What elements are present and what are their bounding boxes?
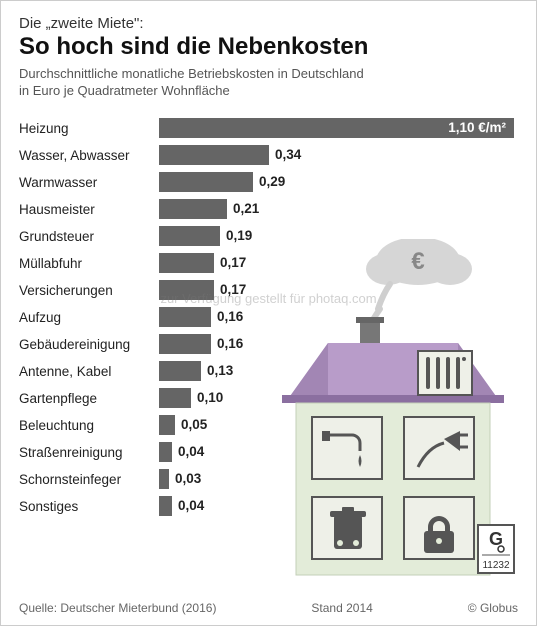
bar-track: 1,10 €/m² (159, 118, 518, 138)
infographic-frame: Die „zweite Miete": So hoch sind die Neb… (0, 0, 537, 626)
bar-track: 0,34 (159, 145, 518, 165)
bar (159, 280, 214, 300)
bar-value-label: 0,13 (207, 361, 233, 381)
bar-value-label: 0,04 (178, 496, 204, 516)
bar-row-label: Hausmeister (19, 202, 159, 217)
bar-row: Warmwasser 0,29 (19, 169, 518, 196)
bar-value-label: 0,10 (197, 388, 223, 408)
title: So hoch sind die Nebenkosten (19, 34, 518, 60)
pretitle: Die „zweite Miete": (19, 15, 518, 32)
bar-row: Grundsteuer 0,19 (19, 223, 518, 250)
bar (159, 172, 253, 192)
footer-asof: Stand 2014 (311, 601, 372, 615)
bar-track: 0,10 (159, 388, 518, 408)
bar-row-label: Wasser, Abwasser (19, 148, 159, 163)
bar-chart: Heizung 1,10 €/m² Wasser, Abwasser 0,34 Warm… (1, 105, 536, 520)
bar (159, 469, 169, 489)
bar-row: Beleuchtung 0,05 (19, 412, 518, 439)
bar-row-label: Aufzug (19, 310, 159, 325)
bar-value-label: 0,17 (220, 253, 246, 273)
bar-value-label: 0,03 (175, 469, 201, 489)
bar-row: Straßenreinigung 0,04 (19, 439, 518, 466)
bar-value-label: 0,05 (181, 415, 207, 435)
bar-row: Hausmeister 0,21 (19, 196, 518, 223)
footer-copyright: © Globus (468, 601, 518, 615)
bar-row-label: Beleuchtung (19, 418, 159, 433)
bar-value-label: 0,34 (275, 145, 301, 165)
bar (159, 253, 214, 273)
bar-value-label: 0,04 (178, 442, 204, 462)
bar-value-label: 0,17 (220, 280, 246, 300)
bar-row: Versicherungen 0,17 (19, 277, 518, 304)
bar: 1,10 €/m² (159, 118, 514, 138)
bar-row: Wasser, Abwasser 0,34 (19, 142, 518, 169)
bar (159, 199, 227, 219)
bar-row-label: Versicherungen (19, 283, 159, 298)
bar-value-label: 0,21 (233, 199, 259, 219)
bar-track: 0,19 (159, 226, 518, 246)
badge-number: 11232 (482, 560, 510, 571)
bar (159, 226, 220, 246)
footer-source: Quelle: Deutscher Mieterbund (2016) (19, 601, 216, 615)
bar-row: Aufzug 0,16 (19, 304, 518, 331)
bar-value-label: 0,19 (226, 226, 252, 246)
bar-value-label: 0,29 (259, 172, 285, 192)
bar-value-label: 0,16 (217, 307, 243, 327)
subtitle-line-1: Durchschnittliche monatliche Betriebskos… (19, 66, 364, 81)
subtitle-line-2: in Euro je Quadratmeter Wohnfläche (19, 83, 230, 98)
bar-row-label: Müllabfuhr (19, 256, 159, 271)
bar-track: 0,13 (159, 361, 518, 381)
bar-track: 0,05 (159, 415, 518, 435)
bar (159, 361, 201, 381)
bar (159, 415, 175, 435)
bar-row: Schornsteinfeger 0,03 (19, 466, 518, 493)
bar-row-label: Straßenreinigung (19, 445, 159, 460)
bar-row-label: Grundsteuer (19, 229, 159, 244)
bar (159, 145, 269, 165)
bar-row: Gartenpflege 0,10 (19, 385, 518, 412)
subtitle: Durchschnittliche monatliche Betriebskos… (19, 66, 518, 99)
bar-track: 0,16 (159, 334, 518, 354)
lock-icon (424, 516, 454, 553)
globus-badge: G 11232 (478, 525, 514, 573)
bar-track: 0,03 (159, 469, 518, 489)
bar-track: 0,21 (159, 199, 518, 219)
footer: Quelle: Deutscher Mieterbund (2016) Stan… (1, 591, 536, 625)
bar-track: 0,17 (159, 280, 518, 300)
bar-track: 0,04 (159, 496, 518, 516)
bar (159, 388, 191, 408)
bar-row: Heizung 1,10 €/m² (19, 115, 518, 142)
bar (159, 334, 211, 354)
bar (159, 442, 172, 462)
bar-row: Müllabfuhr 0,17 (19, 250, 518, 277)
svg-text:G: G (489, 529, 503, 549)
bar-row: Gebäudereinigung 0,16 (19, 331, 518, 358)
bar-value-label: 1,10 €/m² (448, 118, 506, 138)
bar (159, 307, 211, 327)
bar-track: 0,16 (159, 307, 518, 327)
bar-value-label: 0,16 (217, 334, 243, 354)
bar-row-label: Gebäudereinigung (19, 337, 159, 352)
bar-track: 0,29 (159, 172, 518, 192)
bar-row-label: Gartenpflege (19, 391, 159, 406)
bar-track: 0,17 (159, 253, 518, 273)
bar-row-label: Sonstiges (19, 499, 159, 514)
bar-row-label: Antenne, Kabel (19, 364, 159, 379)
header: Die „zweite Miete": So hoch sind die Neb… (1, 1, 536, 105)
bar-row-label: Warmwasser (19, 175, 159, 190)
bar-row: Antenne, Kabel 0,13 (19, 358, 518, 385)
bar-track: 0,04 (159, 442, 518, 462)
bar (159, 496, 172, 516)
bar-row-label: Heizung (19, 121, 159, 136)
bar-row: Sonstiges 0,04 (19, 493, 518, 520)
bar-row-label: Schornsteinfeger (19, 472, 159, 487)
